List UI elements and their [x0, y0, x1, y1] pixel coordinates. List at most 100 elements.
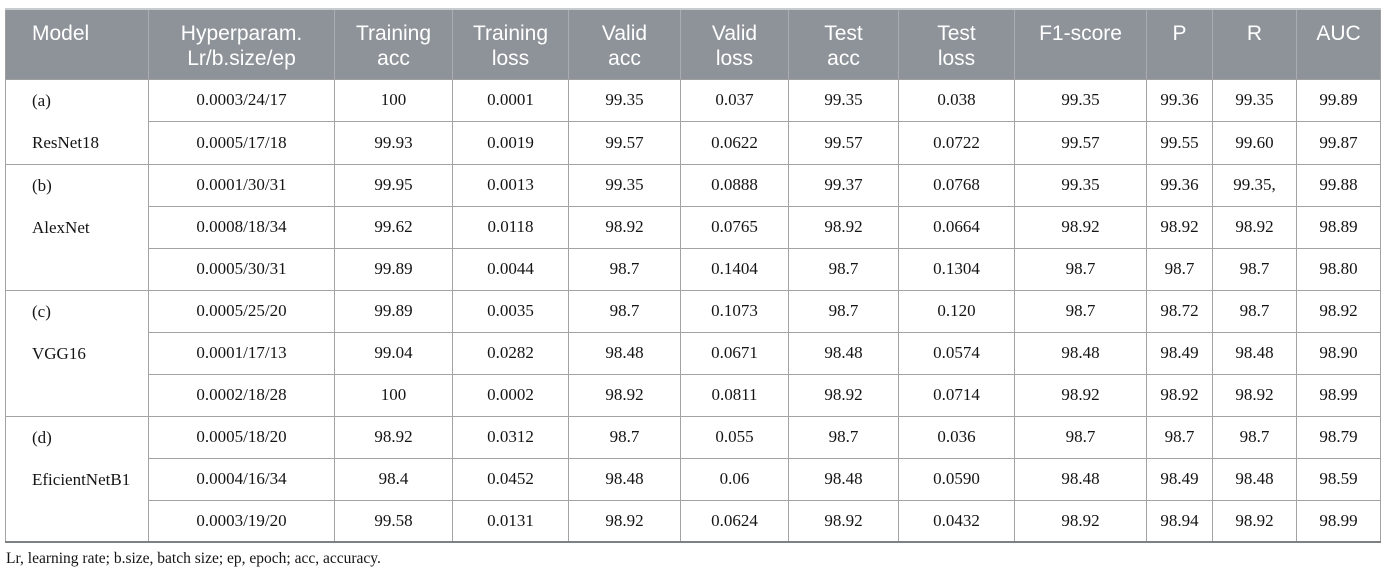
cell-valid-loss: 0.0622 — [680, 121, 789, 165]
cell-precision: 98.94 — [1146, 499, 1213, 543]
model-name: ResNet18 — [32, 132, 100, 152]
header-model: Model — [5, 9, 149, 80]
cell-precision: 98.49 — [1146, 457, 1213, 501]
cell-training-acc: 99.93 — [334, 121, 453, 165]
cell-test-acc: 98.7 — [788, 247, 899, 291]
table-row: 0.0004/16/34 98.4 0.0452 98.48 0.06 98.4… — [6, 457, 1381, 501]
table-body: (a) ResNet18 0.0003/24/17 100 0.0001 99.… — [5, 78, 1381, 543]
group-label: (c) — [32, 301, 51, 321]
header-recall: R — [1212, 9, 1297, 80]
cell-test-loss: 0.1304 — [898, 247, 1015, 291]
cell-training-loss: 0.0013 — [452, 163, 569, 207]
cell-test-acc: 98.7 — [788, 289, 899, 333]
cell-valid-acc: 99.57 — [568, 121, 681, 165]
table-row: (b) AlexNet 0.0001/30/31 99.95 0.0013 99… — [5, 163, 1381, 291]
cell-valid-acc: 98.92 — [568, 205, 681, 249]
cell-valid-acc: 99.35 — [568, 163, 681, 207]
cell-hyperparam: 0.0001/17/13 — [148, 331, 335, 375]
cell-training-acc: 98.92 — [334, 415, 453, 459]
cell-precision: 98.7 — [1146, 415, 1213, 459]
model-cell: (c) VGG16 — [5, 289, 149, 417]
cell-test-loss: 0.120 — [898, 289, 1015, 333]
cell-test-loss: 0.0722 — [898, 121, 1015, 165]
cell-recall: 99.35, — [1212, 163, 1297, 207]
table-header: Model Hyperparam. Lr/b.size/ep Training … — [5, 9, 1381, 80]
cell-auc: 98.80 — [1296, 247, 1381, 291]
cell-valid-loss: 0.055 — [680, 415, 789, 459]
cell-hyperparam: 0.0004/16/34 — [148, 457, 335, 501]
cell-recall: 98.92 — [1212, 499, 1297, 543]
cell-training-loss: 0.0312 — [452, 415, 569, 459]
cell-valid-loss: 0.1404 — [680, 247, 789, 291]
cell-test-acc: 99.35 — [788, 78, 899, 122]
cell-test-acc: 98.48 — [788, 457, 899, 501]
cell-test-acc: 98.92 — [788, 205, 899, 249]
model-name: VGG16 — [32, 343, 86, 363]
cell-auc: 99.89 — [1296, 78, 1381, 122]
model-name: AlexNet — [32, 217, 90, 237]
cell-auc: 98.99 — [1296, 373, 1381, 417]
table-row: 0.0005/30/31 99.89 0.0044 98.7 0.1404 98… — [6, 247, 1381, 291]
cell-test-loss: 0.0768 — [898, 163, 1015, 207]
cell-valid-loss: 0.0671 — [680, 331, 789, 375]
cell-recall: 99.35 — [1212, 78, 1297, 122]
cell-hyperparam: 0.0005/17/18 — [148, 121, 335, 165]
cell-valid-acc: 98.48 — [568, 331, 681, 375]
header-row: Model Hyperparam. Lr/b.size/ep Training … — [5, 9, 1381, 80]
cell-f1-score: 98.92 — [1014, 499, 1147, 543]
cell-f1-score: 98.48 — [1014, 457, 1147, 501]
cell-training-acc: 99.04 — [334, 331, 453, 375]
cell-test-loss: 0.0574 — [898, 331, 1015, 375]
cell-recall: 98.48 — [1212, 457, 1297, 501]
cell-f1-score: 99.35 — [1014, 163, 1147, 207]
cell-valid-loss: 0.037 — [680, 78, 789, 122]
table-row: 0.0003/19/20 99.58 0.0131 98.92 0.0624 9… — [6, 499, 1381, 543]
table-row: (d) EficientNetB1 0.0005/18/20 98.92 0.0… — [5, 415, 1381, 543]
cell-test-acc: 98.92 — [788, 373, 899, 417]
model-cell: (a) ResNet18 — [5, 78, 149, 165]
header-valid-loss: Valid loss — [680, 9, 789, 80]
header-precision: P — [1146, 9, 1213, 80]
cell-test-loss: 0.0590 — [898, 457, 1015, 501]
cell-f1-score: 98.7 — [1014, 415, 1147, 459]
cell-training-acc: 100 — [334, 78, 453, 122]
cell-hyperparam: 0.0003/24/17 — [148, 78, 335, 122]
header-test-acc: Test acc — [788, 9, 899, 80]
model-cell: (b) AlexNet — [5, 163, 149, 291]
group-label: (b) — [32, 175, 52, 195]
group-label: (d) — [32, 427, 52, 447]
cell-training-acc: 98.4 — [334, 457, 453, 501]
cell-training-acc: 99.89 — [334, 289, 453, 333]
model-cell: (d) EficientNetB1 — [5, 415, 149, 543]
cell-precision: 98.49 — [1146, 331, 1213, 375]
cell-test-acc: 98.92 — [788, 499, 899, 543]
cell-precision: 98.92 — [1146, 373, 1213, 417]
cell-training-loss: 0.0452 — [452, 457, 569, 501]
cell-training-loss: 0.0044 — [452, 247, 569, 291]
cell-recall: 98.7 — [1212, 247, 1297, 291]
cell-recall: 98.48 — [1212, 331, 1297, 375]
cell-training-acc: 99.62 — [334, 205, 453, 249]
cell-valid-acc: 98.92 — [568, 499, 681, 543]
cell-f1-score: 98.92 — [1014, 373, 1147, 417]
cell-auc: 99.87 — [1296, 121, 1381, 165]
cell-recall: 98.92 — [1212, 373, 1297, 417]
cell-hyperparam: 0.0005/30/31 — [148, 247, 335, 291]
header-f1-score: F1-score — [1014, 9, 1147, 80]
cell-valid-acc: 99.35 — [568, 78, 681, 122]
table-row: 0.0008/18/34 99.62 0.0118 98.92 0.0765 9… — [6, 205, 1381, 249]
cell-valid-loss: 0.0888 — [680, 163, 789, 207]
cell-test-loss: 0.0432 — [898, 499, 1015, 543]
cell-test-acc: 99.37 — [788, 163, 899, 207]
cell-valid-loss: 0.0624 — [680, 499, 789, 543]
cell-precision: 99.36 — [1146, 78, 1213, 122]
cell-hyperparam: 0.0008/18/34 — [148, 205, 335, 249]
cell-valid-acc: 98.7 — [568, 247, 681, 291]
table-row: 0.0005/17/18 99.93 0.0019 99.57 0.0622 9… — [6, 121, 1381, 165]
cell-hyperparam: 0.0005/18/20 — [148, 415, 335, 459]
cell-training-loss: 0.0282 — [452, 331, 569, 375]
cell-test-acc: 99.57 — [788, 121, 899, 165]
cell-training-acc: 99.58 — [334, 499, 453, 543]
cell-precision: 98.7 — [1146, 247, 1213, 291]
